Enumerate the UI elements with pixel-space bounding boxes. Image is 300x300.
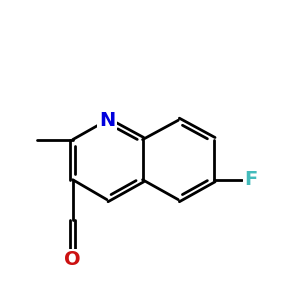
- Text: N: N: [99, 111, 115, 130]
- Text: O: O: [64, 250, 81, 269]
- Text: F: F: [244, 170, 258, 189]
